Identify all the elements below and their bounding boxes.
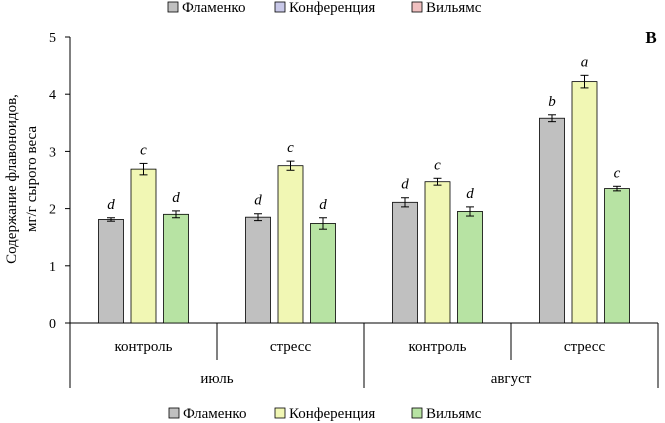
significance-letter: b <box>548 94 556 110</box>
category-label: стресс <box>564 339 606 355</box>
bar <box>310 223 336 324</box>
bar <box>539 117 565 324</box>
legend-entry: Вильямс <box>426 0 482 16</box>
x-axis-labels: контроль стресс контроль стресс июль август <box>115 339 606 387</box>
legend-swatch <box>411 407 423 419</box>
bar <box>245 216 271 324</box>
group-label: август <box>491 371 532 387</box>
legend-top: Фламенко Конференция Вильямс <box>167 0 482 16</box>
bar <box>277 165 304 324</box>
bar <box>392 201 418 324</box>
y-tick-label: 2 <box>49 203 56 218</box>
significance-letter: d <box>319 197 327 213</box>
bar <box>604 188 630 324</box>
legend-entry: Вильямс <box>426 406 482 422</box>
y-axis-label-line-1: Содержание флавоноидов, <box>4 94 20 264</box>
legend-swatch <box>411 1 423 13</box>
significance-letter: d <box>254 193 262 209</box>
significance-letter: d <box>466 186 474 202</box>
bar <box>98 219 124 324</box>
legend-entry: Конференция <box>289 0 375 16</box>
significance-letter: c <box>287 140 294 156</box>
category-label: контроль <box>409 339 467 355</box>
legend-swatch <box>168 407 180 419</box>
significance-letter: c <box>140 142 147 158</box>
legend-entry: Конференция <box>289 406 375 422</box>
bars: d c d d c d d c d b a c <box>98 54 630 324</box>
bar <box>163 213 189 324</box>
significance-letter: c <box>434 157 441 173</box>
y-tick-label: 1 <box>49 260 56 275</box>
bar <box>571 81 598 324</box>
significance-letter: d <box>172 190 180 206</box>
legend-entry: Фламенко <box>183 406 246 422</box>
y-tick-label: 0 <box>49 317 56 332</box>
significance-letter: d <box>107 197 115 213</box>
legend-swatch <box>274 407 286 419</box>
y-tick-label: 5 <box>49 31 56 46</box>
significance-letter: a <box>581 54 589 70</box>
significance-letter: d <box>401 177 409 193</box>
panel-label: В <box>645 28 656 47</box>
significance-letter: c <box>614 165 621 181</box>
legend-swatch <box>167 1 179 13</box>
category-label: контроль <box>115 339 173 355</box>
category-label: стресс <box>270 339 312 355</box>
legend-swatch <box>274 1 286 13</box>
y-tick-label: 4 <box>49 88 56 103</box>
legend-bottom: Фламенко Конференция Вильямс <box>168 406 482 422</box>
y-tick-label: 3 <box>49 145 56 160</box>
bar <box>424 181 451 324</box>
bar <box>457 211 483 324</box>
legend-entry: Фламенко <box>182 0 245 16</box>
bar <box>130 168 157 324</box>
group-label: июль <box>200 371 233 387</box>
y-axis-label-line-2: мг/г сырого веса <box>24 126 40 232</box>
